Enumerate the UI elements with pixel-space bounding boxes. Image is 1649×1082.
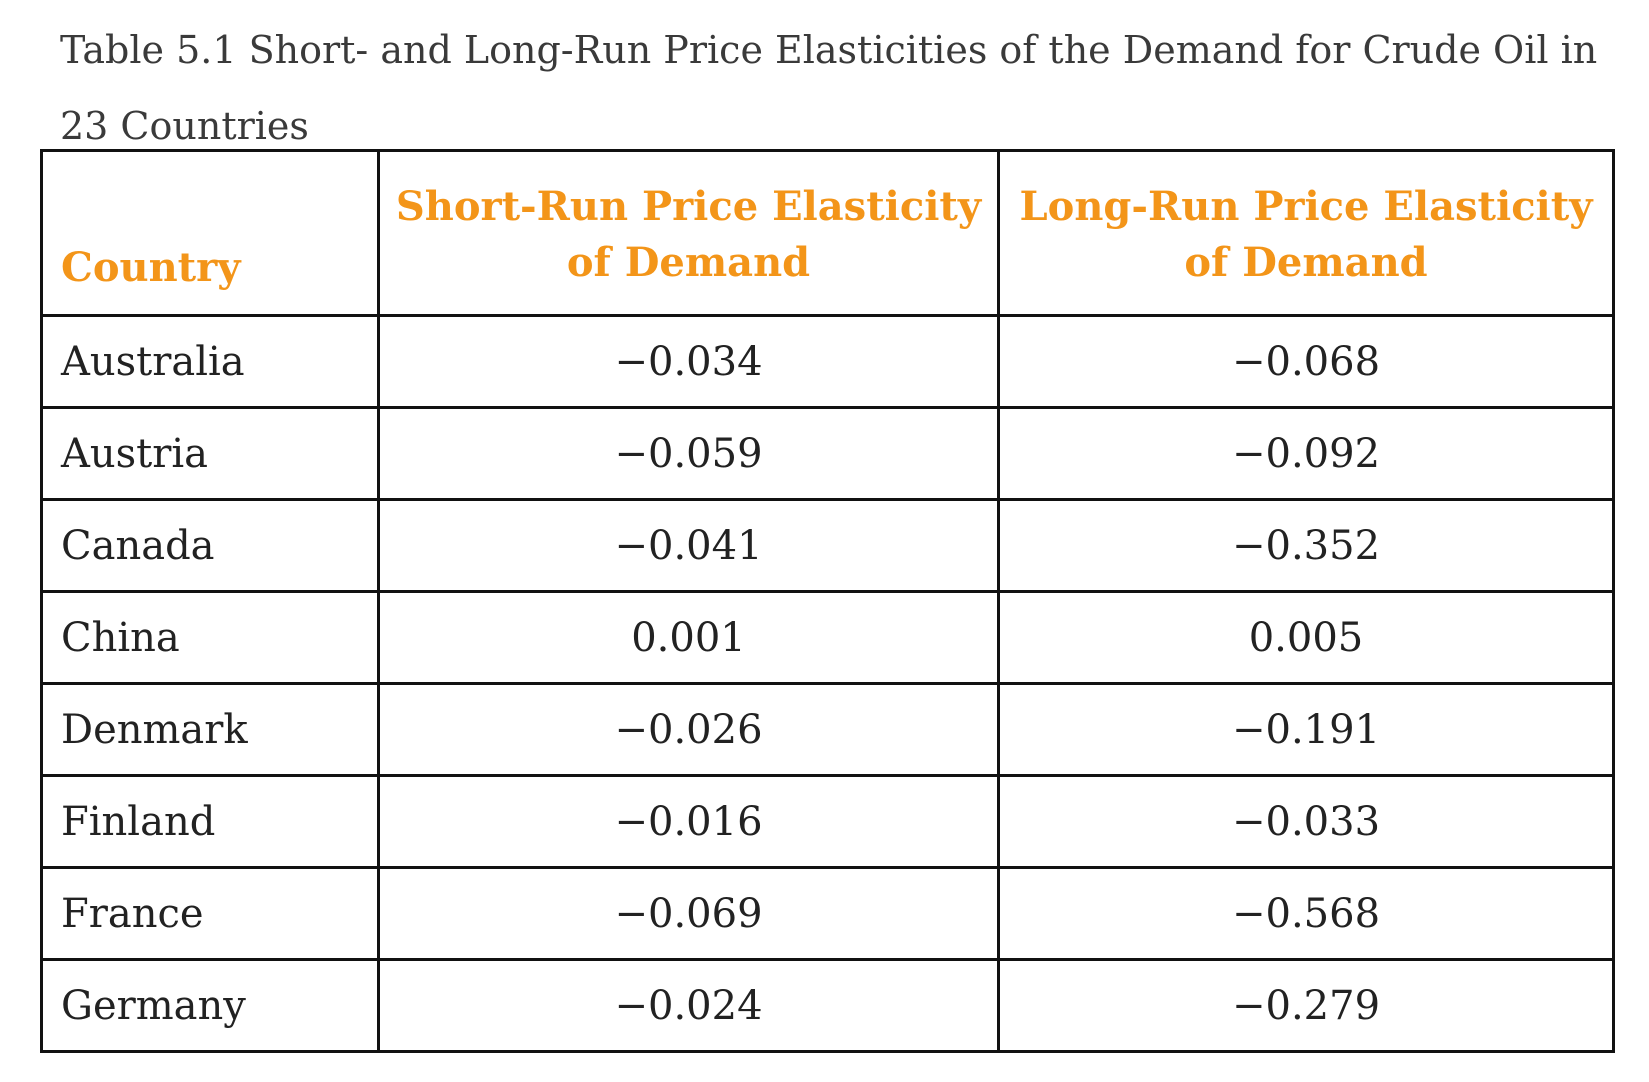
cell-short-run: −0.024 [377, 958, 1000, 1053]
table-header-row: Country Short-Run Price Elasticity of De… [40, 149, 1615, 317]
cell-country: Finland [40, 774, 380, 869]
table-row: Australia −0.034 −0.068 [40, 314, 1615, 409]
table-row: Germany −0.024 −0.279 [40, 958, 1615, 1053]
cell-country: China [40, 590, 380, 685]
table-caption: Table 5.1 Short- and Long-Run Price Elas… [60, 28, 1598, 148]
header-short-run: Short-Run Price Elasticity of Demand [377, 149, 1000, 317]
cell-short-run: −0.016 [377, 774, 1000, 869]
cell-short-run: −0.026 [377, 682, 1000, 777]
table-row: Canada −0.041 −0.352 [40, 498, 1615, 593]
cell-short-run: −0.041 [377, 498, 1000, 593]
cell-short-run: −0.034 [377, 314, 1000, 409]
cell-country: Australia [40, 314, 380, 409]
cell-long-run: −0.033 [997, 774, 1615, 869]
cell-country: Austria [40, 406, 380, 501]
header-country: Country [40, 149, 380, 317]
table-row: Denmark −0.026 −0.191 [40, 682, 1615, 777]
cell-short-run: −0.059 [377, 406, 1000, 501]
cell-long-run: −0.068 [997, 314, 1615, 409]
cell-long-run: −0.352 [997, 498, 1615, 593]
cell-short-run: −0.069 [377, 866, 1000, 961]
cell-long-run: 0.005 [997, 590, 1615, 685]
header-long-run: Long-Run Price Elasticity of Demand [997, 149, 1615, 317]
table-row: Austria −0.059 −0.092 [40, 406, 1615, 501]
cell-country: France [40, 866, 380, 961]
table-row: France −0.069 −0.568 [40, 866, 1615, 961]
cell-country: Denmark [40, 682, 380, 777]
elasticity-table: Country Short-Run Price Elasticity of De… [40, 149, 1615, 1053]
cell-country: Germany [40, 958, 380, 1053]
cell-long-run: −0.279 [997, 958, 1615, 1053]
cell-short-run: 0.001 [377, 590, 1000, 685]
table-row: China 0.001 0.005 [40, 590, 1615, 685]
cell-long-run: −0.191 [997, 682, 1615, 777]
cell-country: Canada [40, 498, 380, 593]
table-row: Finland −0.016 −0.033 [40, 774, 1615, 869]
cell-long-run: −0.568 [997, 866, 1615, 961]
cell-long-run: −0.092 [997, 406, 1615, 501]
